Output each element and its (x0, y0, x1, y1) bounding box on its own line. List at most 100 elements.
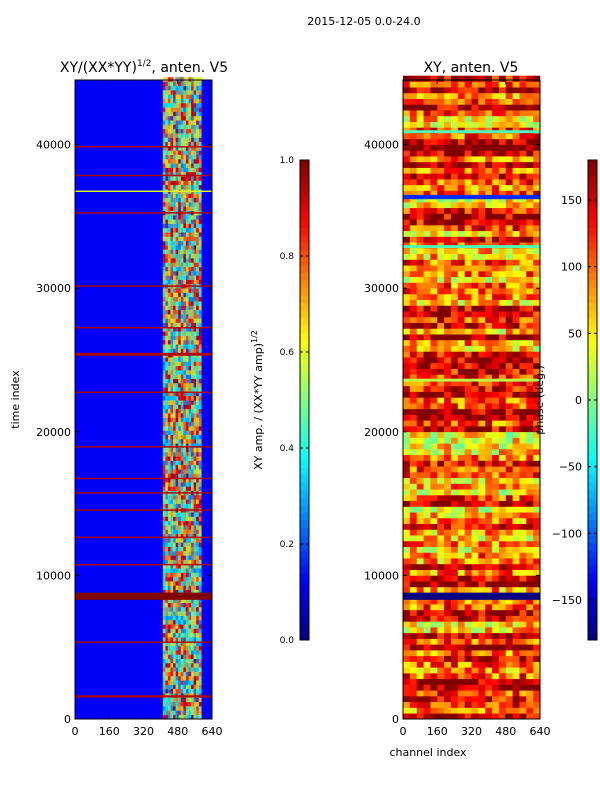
heatmap-cell (188, 701, 192, 707)
heatmap-cell (188, 128, 192, 134)
heatmap-cell (180, 710, 184, 715)
heatmap-cell (416, 437, 424, 444)
heatmap-cell (519, 362, 527, 369)
heatmap-cell (162, 684, 166, 690)
heatmap-cell (464, 701, 472, 708)
heatmap-cell (162, 451, 166, 457)
heatmap-cell (193, 137, 197, 143)
heatmap-cell (175, 361, 179, 367)
heatmap-cell (512, 701, 520, 708)
heatmap-cell (170, 249, 174, 255)
heatmap-cell (457, 173, 465, 180)
heatmap-cell (471, 569, 479, 576)
heatmap-cell (450, 586, 459, 593)
heatmap-cell (519, 92, 527, 99)
heatmap-cell (457, 506, 465, 513)
heatmap-cell (437, 362, 445, 369)
heatmap-cell (533, 357, 541, 364)
heatmap-cell (191, 236, 194, 242)
heatmap-cell (403, 184, 411, 191)
heatmap-cell (498, 443, 507, 450)
heatmap-cell (162, 180, 166, 186)
heatmap-cell (492, 138, 500, 145)
heatmap-cell (430, 282, 438, 289)
heatmap-cell (193, 641, 197, 647)
heatmap-cell (437, 305, 445, 312)
heatmap-cell (188, 632, 192, 638)
heatmap-cell (533, 673, 541, 680)
heatmap-cell (198, 615, 202, 621)
heatmap-cell (478, 276, 486, 283)
heatmap-cell (464, 707, 472, 714)
heatmap-cell (185, 357, 189, 362)
heatmap-cell (198, 426, 202, 431)
heatmap-cell (533, 713, 541, 720)
heatmap-cell (423, 213, 431, 220)
heatmap-cell (478, 517, 486, 525)
heatmap-cell (167, 348, 171, 354)
heatmap-cell (173, 611, 176, 616)
heatmap-cell (444, 328, 452, 335)
heatmap-cell (409, 357, 417, 364)
heatmap-cell (450, 253, 459, 260)
heatmap-cell (191, 434, 194, 440)
heatmap-cell (173, 688, 176, 694)
heatmap-cell (430, 661, 438, 668)
heatmap-cell (162, 538, 166, 543)
heatmap-cell (162, 266, 166, 272)
heatmap-cell (450, 305, 459, 312)
heatmap-cell (170, 615, 174, 621)
heatmap-cell (478, 403, 486, 410)
heatmap-cell (416, 121, 424, 128)
heatmap-cell (519, 299, 527, 306)
heatmap-cell (416, 650, 424, 657)
heatmap-cell (437, 316, 445, 323)
heatmap-cell (188, 421, 192, 427)
heatmap-cell (471, 604, 479, 611)
heatmap-cell (185, 606, 189, 612)
heatmap-cell (409, 529, 417, 536)
heatmap-cell (485, 190, 493, 197)
heatmap-cell (533, 627, 541, 634)
heatmap-cell (170, 572, 174, 578)
heatmap-cell (492, 184, 500, 191)
x-tick-label: 640 (202, 725, 223, 738)
heatmap-cell (437, 190, 445, 197)
heatmap-cell (416, 696, 424, 703)
heatmap-cell (191, 494, 194, 500)
heatmap-cell (170, 206, 174, 211)
heatmap-cell (450, 236, 459, 243)
heatmap-cell (444, 540, 452, 547)
heatmap-cell (526, 661, 534, 668)
heatmap-cell (198, 137, 202, 143)
heatmap-cell (478, 196, 486, 203)
heatmap-cell (416, 598, 424, 605)
heatmap-cell (178, 550, 182, 556)
heatmap-cell (175, 146, 179, 151)
heatmap-cell (512, 190, 520, 197)
heatmap-cell (423, 512, 431, 519)
heatmap-cell (519, 270, 527, 278)
heatmap-cell (464, 437, 472, 444)
heatmap-cell (173, 232, 176, 237)
heatmap-cell (416, 426, 424, 433)
heatmap-cell (526, 397, 534, 404)
heatmap-cell (162, 322, 166, 328)
heatmap-cell (185, 426, 189, 431)
colorbar-segment (300, 205, 309, 213)
heatmap-cell (180, 331, 184, 336)
heatmap-cell (498, 517, 507, 525)
heatmap-cell (193, 624, 197, 629)
heatmap-cell (191, 589, 194, 595)
heatmap-cell (423, 477, 431, 484)
heatmap-cell (191, 365, 194, 371)
heatmap-cell (519, 472, 527, 479)
heatmap-cell (162, 641, 166, 647)
heatmap-cell (167, 158, 171, 164)
heatmap-cell (173, 555, 176, 560)
heatmap-cell (437, 81, 445, 88)
heatmap-cell (450, 696, 459, 703)
heatmap-cell (403, 431, 411, 438)
heatmap-cell (471, 299, 479, 306)
heatmap-cell (175, 322, 179, 328)
